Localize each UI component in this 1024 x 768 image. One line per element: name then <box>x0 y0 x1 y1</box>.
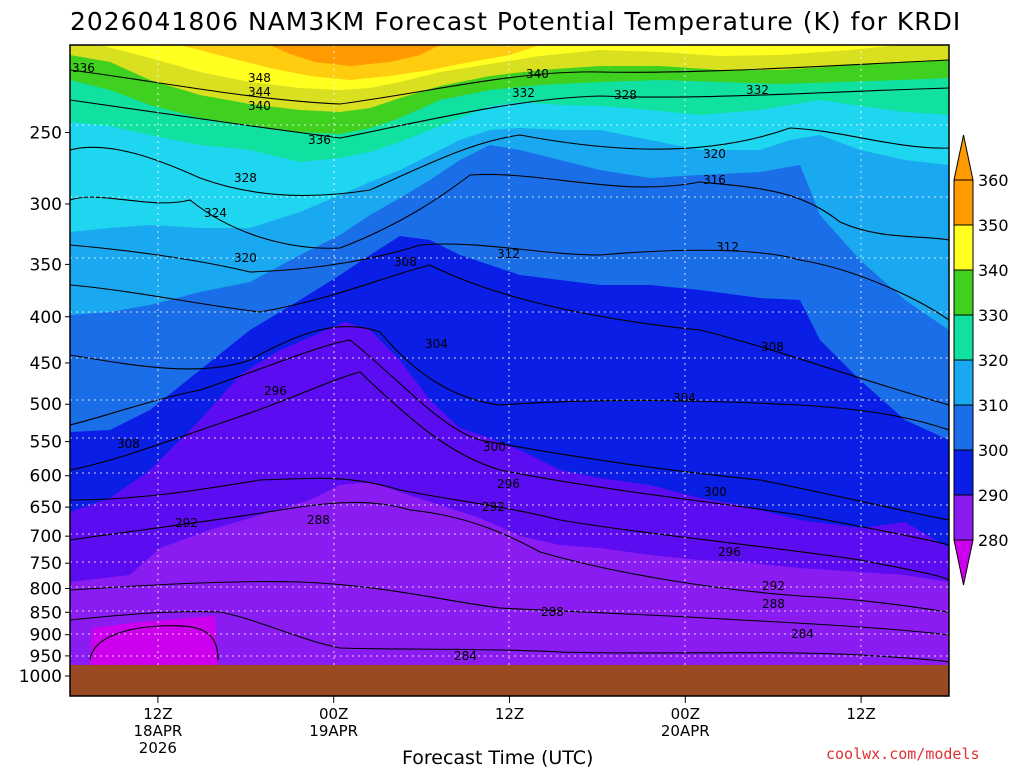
contour-labels: 336 348 344 340 340 332 328 332 336 328 … <box>72 61 814 663</box>
contour-label: 340 <box>526 67 549 81</box>
contour-label: 292 <box>762 579 785 593</box>
colorbar-label: 290 <box>978 486 1009 505</box>
colorbar-segment <box>953 404 974 451</box>
contour-label: 332 <box>746 83 769 97</box>
colorbar-label: 320 <box>978 351 1009 370</box>
contour-label: 284 <box>454 649 477 663</box>
colorbar-label: 340 <box>978 261 1009 280</box>
y-tick-label: 300 <box>30 195 62 215</box>
x-tick-label: 00Z <box>319 705 348 723</box>
contour-label: 308 <box>394 255 417 269</box>
band-280 <box>90 616 218 665</box>
colorbar-bottom-arrow <box>953 539 974 586</box>
contour-label: 336 <box>308 133 331 147</box>
x-tick-label: 12Z <box>846 705 875 723</box>
plot-area <box>70 45 949 696</box>
y-tick-label: 250 <box>30 123 62 143</box>
colorbar-segment <box>953 224 974 271</box>
y-tick-label: 400 <box>30 308 62 328</box>
contour-label: 324 <box>204 206 227 220</box>
y-tick-label: 950 <box>30 647 62 667</box>
band-358 <box>270 45 440 66</box>
y-tick-label: 750 <box>30 554 62 574</box>
contour-label: 316 <box>703 173 726 187</box>
contour-label: 312 <box>497 247 520 261</box>
contour-lines <box>70 59 949 663</box>
contour-label: 304 <box>425 337 448 351</box>
x-tick-label: 2026 <box>139 739 177 757</box>
y-tick-label: 500 <box>30 395 62 415</box>
y-tick-label: 650 <box>30 498 62 518</box>
colorbar-label: 310 <box>978 396 1009 415</box>
colorbar-segment <box>953 359 974 406</box>
contour-label: 284 <box>791 627 814 641</box>
contour-label: 288 <box>762 597 785 611</box>
contour-label: 296 <box>718 545 741 559</box>
contour-label: 300 <box>483 440 506 454</box>
x-tick-label: 12Z <box>495 705 524 723</box>
contour-label: 332 <box>512 86 535 100</box>
contour-label: 296 <box>497 477 520 491</box>
colorbar-segment <box>953 269 974 316</box>
y-tick-label: 550 <box>30 433 62 453</box>
colorbar-label: 330 <box>978 306 1009 325</box>
x-tick-label: 19APR <box>309 722 358 740</box>
y-axis: 250 300 350 400 450 500 550 600 650 700 750 800 850 9… <box>19 123 70 687</box>
colorbar-label: 300 <box>978 441 1009 460</box>
contour-label: 320 <box>703 147 726 161</box>
x-tick-label: 12Z <box>143 705 172 723</box>
y-tick-label: 450 <box>30 354 62 374</box>
contour-label: 336 <box>72 61 95 75</box>
colorbar: 360 350 340 330 320 310 300 290 280 <box>953 134 1009 586</box>
colorbar-segment <box>953 449 974 496</box>
y-tick-label: 850 <box>30 603 62 623</box>
contour-label: 348 <box>248 71 271 85</box>
x-tick-label: 18APR <box>133 722 182 740</box>
y-tick-label: 900 <box>30 626 62 646</box>
contour-label: 288 <box>541 605 564 619</box>
x-axis-label: Forecast Time (UTC) <box>402 747 593 768</box>
colorbar-label: 280 <box>978 531 1009 550</box>
contour-label: 292 <box>482 500 505 514</box>
colorbar-label: 360 <box>978 171 1009 190</box>
x-tick-label: 20APR <box>661 722 710 740</box>
contour-label: 312 <box>716 240 739 254</box>
colorbar-segment <box>953 314 974 361</box>
contour-label: 328 <box>614 88 637 102</box>
y-tick-label: 350 <box>30 255 62 275</box>
x-tick-label: 00Z <box>671 705 700 723</box>
colorbar-segment <box>953 179 974 226</box>
y-tick-label: 800 <box>30 580 62 600</box>
contour-label: 328 <box>234 171 257 185</box>
contour-label: 320 <box>234 251 257 265</box>
contour-label: 300 <box>704 485 727 499</box>
contour-label: 340 <box>248 99 271 113</box>
contour-label: 304 <box>673 391 696 405</box>
contour-label: 296 <box>264 384 287 398</box>
contour-label: 288 <box>307 513 330 527</box>
colorbar-label: 350 <box>978 216 1009 235</box>
chart-title: 2026041806 NAM3KM Forecast Potential Tem… <box>70 7 961 36</box>
contour-label: 308 <box>117 437 140 451</box>
credit-text: coolwx.com/models <box>826 745 980 763</box>
y-tick-label: 600 <box>30 467 62 487</box>
contour-label: 292 <box>175 516 198 530</box>
contour-label: 308 <box>761 340 784 354</box>
colorbar-top-arrow <box>953 134 974 181</box>
colorbar-segment <box>953 494 974 541</box>
y-tick-label: 1000 <box>19 667 62 687</box>
ground-strip <box>70 665 949 696</box>
contour-label: 344 <box>248 85 271 99</box>
y-tick-label: 700 <box>30 527 62 547</box>
